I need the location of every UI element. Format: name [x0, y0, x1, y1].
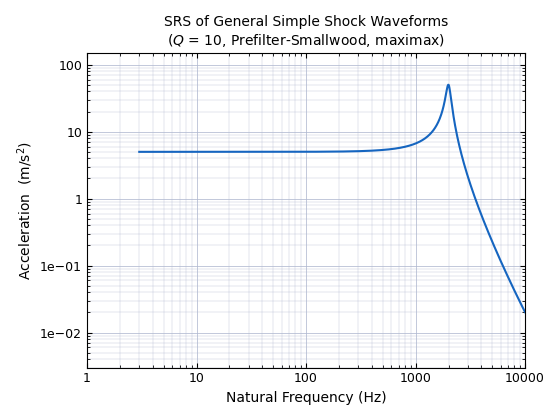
Title: SRS of General Simple Shock Waveforms
($Q$ = 10, Prefilter-Smallwood, maximax): SRS of General Simple Shock Waveforms ($… [164, 15, 448, 49]
X-axis label: Natural Frequency (Hz): Natural Frequency (Hz) [226, 391, 386, 405]
Y-axis label: Acceleration  (m/s$^2$): Acceleration (m/s$^2$) [15, 141, 35, 280]
